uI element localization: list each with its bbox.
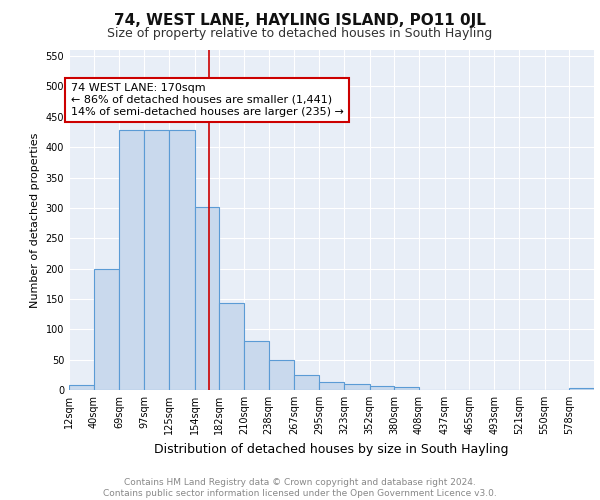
Bar bbox=[295, 375, 319, 390]
Bar bbox=[394, 387, 419, 390]
Bar bbox=[319, 382, 344, 390]
Bar bbox=[569, 388, 594, 390]
Text: 74, WEST LANE, HAYLING ISLAND, PO11 0JL: 74, WEST LANE, HAYLING ISLAND, PO11 0JL bbox=[114, 12, 486, 28]
Bar bbox=[69, 385, 94, 390]
Bar bbox=[119, 130, 144, 390]
Y-axis label: Number of detached properties: Number of detached properties bbox=[30, 132, 40, 308]
Bar bbox=[194, 206, 219, 390]
Bar bbox=[344, 384, 370, 390]
Bar bbox=[269, 360, 295, 390]
Bar bbox=[244, 342, 269, 390]
Text: Size of property relative to detached houses in South Hayling: Size of property relative to detached ho… bbox=[107, 28, 493, 40]
Bar bbox=[144, 130, 169, 390]
Bar bbox=[94, 268, 119, 390]
Bar bbox=[169, 130, 194, 390]
Bar bbox=[370, 386, 394, 390]
Bar bbox=[219, 303, 244, 390]
Text: 74 WEST LANE: 170sqm
← 86% of detached houses are smaller (1,441)
14% of semi-de: 74 WEST LANE: 170sqm ← 86% of detached h… bbox=[71, 84, 344, 116]
Text: Contains HM Land Registry data © Crown copyright and database right 2024.
Contai: Contains HM Land Registry data © Crown c… bbox=[103, 478, 497, 498]
X-axis label: Distribution of detached houses by size in South Hayling: Distribution of detached houses by size … bbox=[154, 442, 509, 456]
